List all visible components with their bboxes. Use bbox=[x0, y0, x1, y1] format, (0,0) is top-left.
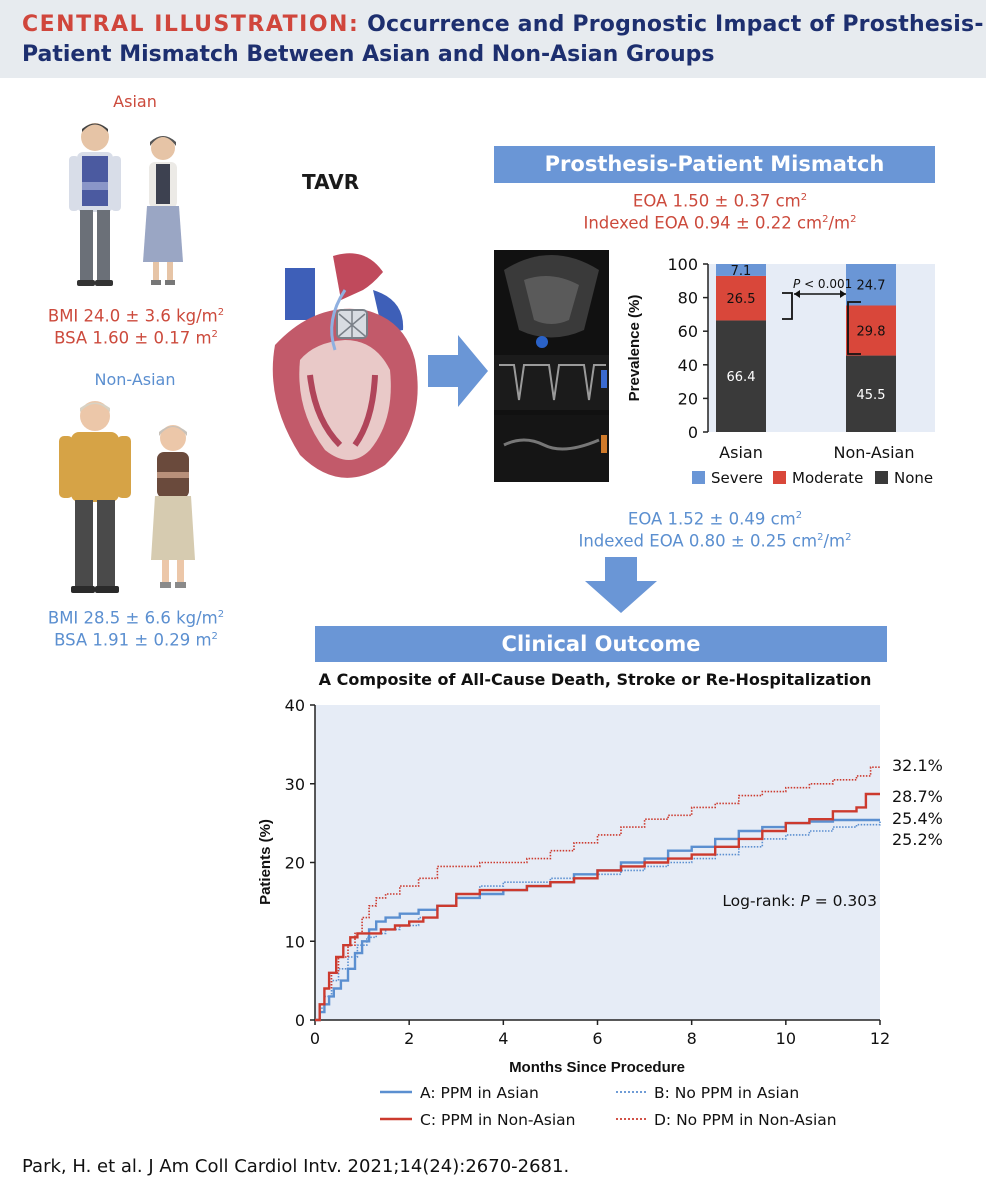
nonasian-eoa: EOA 1.52 ± 0.49 cm2 bbox=[627, 509, 803, 529]
bar-ytick-label-3: 60 bbox=[678, 322, 698, 341]
nonasian-bmi: BMI 28.5 ± 6.6 kg/m2 bbox=[47, 608, 225, 628]
bar-asian-moderate bbox=[716, 275, 766, 321]
end-label-c: 28.7% bbox=[892, 787, 943, 806]
km-ytick-label-1: 10 bbox=[285, 932, 305, 951]
legend-none-swatch bbox=[875, 471, 888, 484]
ppm-prevalence-bar-chart: Prevalence (%) 0 20 40 60 80 100 66.4 26.5 7.1 As… bbox=[626, 255, 935, 487]
asian-bsa: BSA 1.60 ± 0.17 m2 bbox=[54, 328, 218, 348]
asian-bracket bbox=[782, 292, 793, 320]
legend-severe-swatch bbox=[692, 471, 705, 484]
legend-b-label: B: No PPM in Asian bbox=[654, 1084, 799, 1102]
bar-value-label-asian-none: 66.4 bbox=[727, 370, 756, 385]
asian-bmi: BMI 24.0 ± 3.6 kg/m2 bbox=[47, 306, 225, 326]
bar-nonasian-moderate bbox=[846, 305, 896, 356]
km-ytick-label-0: 0 bbox=[295, 1011, 305, 1030]
figure-header: CENTRAL ILLUSTRATION: Occurrence and Pro… bbox=[0, 0, 986, 78]
bar-category-label-nonasian: Non-Asian bbox=[834, 443, 915, 462]
valve-stent-icon bbox=[336, 309, 368, 339]
km-xtick-label-1: 2 bbox=[404, 1029, 414, 1048]
echocardiogram-image bbox=[494, 250, 609, 482]
header-title-line1: Occurrence and Prognostic Impact of Pros… bbox=[367, 12, 984, 37]
legend-moderate-label: Moderate bbox=[792, 469, 863, 487]
asian-indexed-eoa: Indexed EOA 0.94 ± 0.22 cm2/m2 bbox=[583, 213, 857, 233]
km-ytick-label-4: 40 bbox=[285, 696, 305, 715]
nonasian-woman-figure bbox=[151, 425, 195, 588]
km-x-axis-label: Months Since Procedure bbox=[509, 1059, 685, 1076]
asian-man-figure bbox=[69, 123, 121, 286]
nonasian-man-figure bbox=[59, 401, 131, 593]
km-xtick-label-0: 0 bbox=[310, 1029, 320, 1048]
asian-eoa: EOA 1.50 ± 0.37 cm2 bbox=[632, 191, 808, 211]
bar-value-label-asian-severe: 7.1 bbox=[731, 264, 752, 279]
end-label-d: 32.1% bbox=[892, 756, 943, 775]
citation: Park, H. et al. J Am Coll Cardiol Intv. … bbox=[22, 1156, 570, 1177]
bar-ytick-label-2: 40 bbox=[678, 356, 698, 375]
nonasian-indexed-eoa: Indexed EOA 0.80 ± 0.25 cm2/m2 bbox=[578, 531, 852, 551]
km-title: A Composite of All-Cause Death, Stroke o… bbox=[319, 670, 872, 689]
bar-value-label-nonasian-severe: 24.7 bbox=[857, 279, 886, 294]
arrow-right-small-icon bbox=[840, 290, 846, 298]
km-ytick-label-3: 30 bbox=[285, 775, 305, 794]
nonasian-couple-illustration bbox=[59, 401, 195, 593]
clinical-outcome-banner: Clinical Outcome bbox=[315, 626, 887, 662]
nonasian-bsa: BSA 1.91 ± 0.29 m2 bbox=[54, 630, 218, 650]
bar-y-axis-label: Prevalence (%) bbox=[626, 295, 643, 402]
legend-moderate-swatch bbox=[773, 471, 786, 484]
bar-legend: Severe Moderate None bbox=[692, 469, 933, 487]
bar-value-label-nonasian-moderate: 29.8 bbox=[857, 325, 886, 340]
bar-ytick-label-5: 100 bbox=[667, 255, 698, 274]
p-value-annotation: P < 0.001 bbox=[782, 277, 861, 355]
legend-c-label: C: PPM in Non-Asian bbox=[420, 1111, 575, 1129]
legend-a-label: A: PPM in Asian bbox=[420, 1084, 539, 1102]
asian-couple-illustration bbox=[69, 123, 183, 286]
km-xtick-label-5: 10 bbox=[776, 1029, 796, 1048]
arrow-left-icon bbox=[794, 290, 800, 298]
km-outcome-chart: A Composite of All-Cause Death, Stroke o… bbox=[257, 670, 943, 1129]
nonasian-label: Non-Asian bbox=[94, 370, 176, 389]
end-label-b: 25.2% bbox=[892, 830, 943, 849]
header-label: CENTRAL ILLUSTRATION: bbox=[22, 12, 360, 37]
km-xtick-label-4: 8 bbox=[687, 1029, 697, 1048]
nonasian-bracket bbox=[847, 301, 861, 355]
km-y-axis-label: Patients (%) bbox=[257, 819, 274, 905]
end-label-a: 25.4% bbox=[892, 809, 943, 828]
header-line-1: CENTRAL ILLUSTRATION: Occurrence and Pro… bbox=[22, 12, 984, 37]
km-line-c-ppm-nonasian bbox=[315, 792, 880, 1022]
bar-ytick-label-1: 20 bbox=[678, 389, 698, 408]
km-legend: A: PPM in Asian B: No PPM in Asian C: PP… bbox=[380, 1084, 837, 1129]
legend-none-label: None bbox=[894, 469, 933, 487]
legend-d-label: D: No PPM in Non-Asian bbox=[654, 1111, 837, 1129]
bar-category-label-asian: Asian bbox=[719, 443, 763, 462]
p-value-text: P < 0.001 bbox=[793, 277, 852, 291]
km-xtick-label-2: 4 bbox=[498, 1029, 508, 1048]
asian-woman-figure bbox=[143, 136, 183, 285]
bar-asian-none bbox=[716, 320, 766, 432]
bar-nonasian-none bbox=[846, 355, 896, 432]
arrow-right-icon bbox=[428, 335, 488, 407]
bar-asian-severe bbox=[716, 264, 766, 276]
km-ytick-label-2: 20 bbox=[285, 854, 305, 873]
km-line-d-no-ppm-nonasian bbox=[315, 766, 880, 1021]
legend-severe-label: Severe bbox=[711, 469, 763, 487]
ppm-banner: Prosthesis-Patient Mismatch bbox=[494, 146, 935, 183]
bar-ytick-label-0: 0 bbox=[688, 423, 698, 442]
heart-illustration bbox=[272, 253, 418, 478]
bar-ytick-label-4: 80 bbox=[678, 289, 698, 308]
tavr-label: TAVR bbox=[302, 170, 360, 194]
bar-value-label-nonasian-none: 45.5 bbox=[857, 388, 886, 403]
bar-nonasian-severe bbox=[846, 264, 896, 306]
km-plot-background bbox=[315, 705, 880, 1020]
bar-value-label-asian-moderate: 26.5 bbox=[727, 292, 756, 307]
arrow-down-icon bbox=[585, 557, 657, 613]
log-rank-annotation: Log-rank: P = 0.303 bbox=[722, 892, 877, 910]
asian-label: Asian bbox=[113, 92, 157, 111]
km-xtick-label-6: 12 bbox=[870, 1029, 890, 1048]
header-title-line2: Patient Mismatch Between Asian and Non-A… bbox=[22, 42, 715, 67]
km-xtick-label-3: 6 bbox=[592, 1029, 602, 1048]
